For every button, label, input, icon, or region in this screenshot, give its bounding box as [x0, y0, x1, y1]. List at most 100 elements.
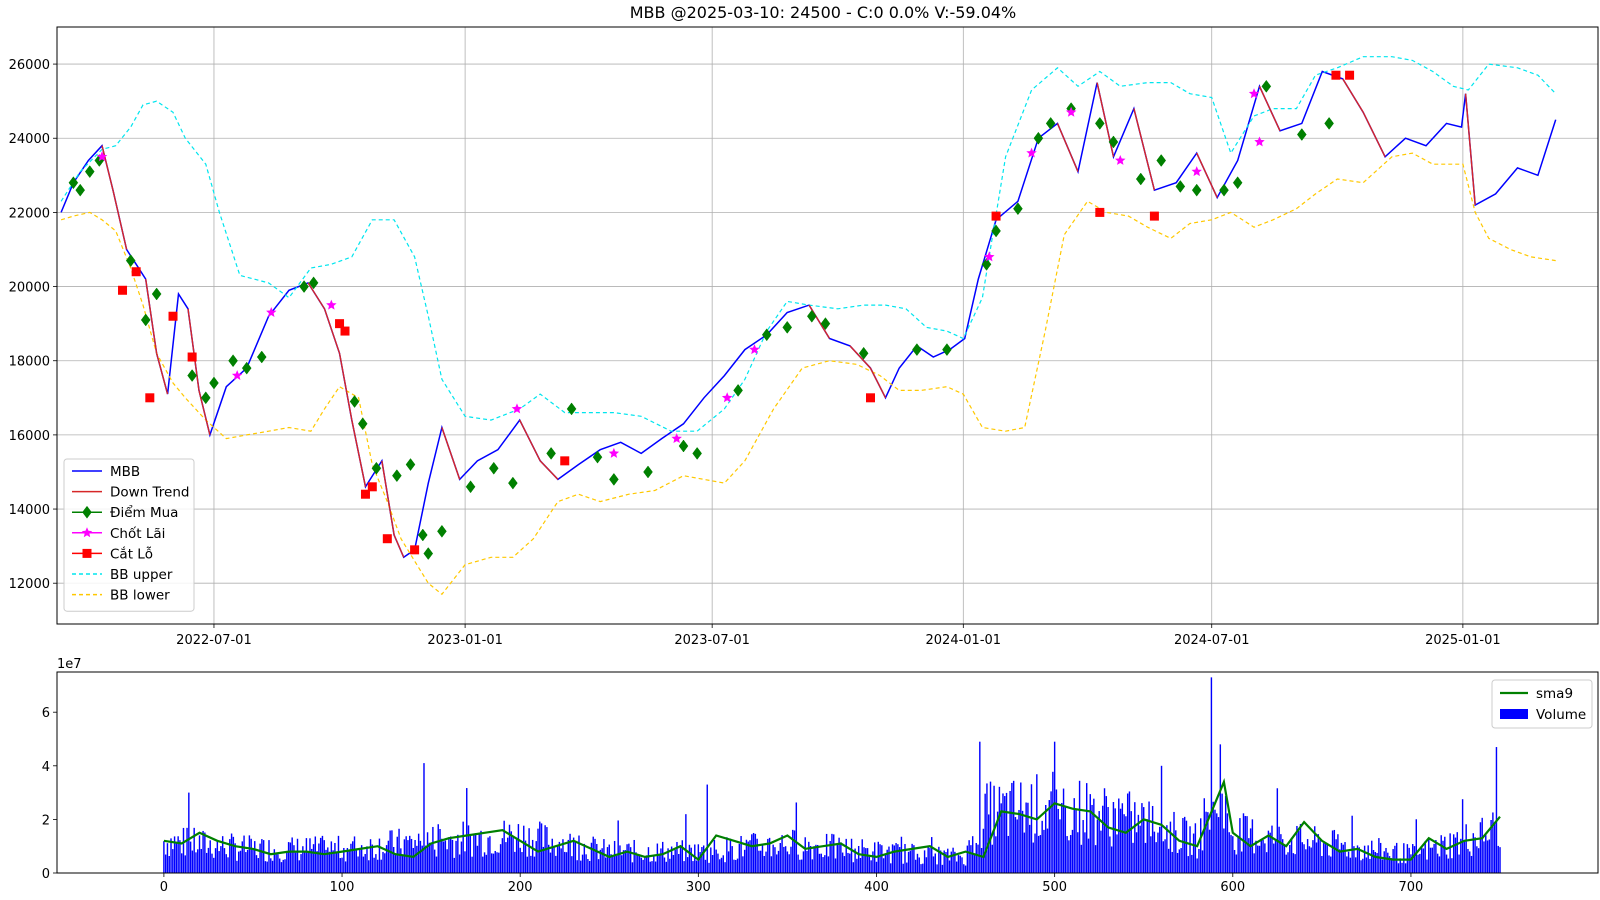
y-tick-label: 14000: [9, 503, 50, 518]
volume-bar: [254, 841, 256, 873]
volume-bar: [1159, 826, 1161, 873]
volume-bar: [986, 783, 988, 873]
volume-bar: [1016, 819, 1018, 873]
volume-bar: [293, 845, 295, 873]
cat-lo-marker: [1095, 207, 1105, 217]
volume-bar: [343, 847, 345, 873]
volume-bar: [182, 827, 185, 873]
diem-mua-marker: [1261, 79, 1272, 93]
volume-bar: [501, 838, 504, 873]
volume-bar: [373, 857, 375, 873]
chart-title: MBB @2025-03-10: 24500 - C:0 0.0% V:-59.…: [630, 3, 1017, 22]
volume-bar: [1059, 819, 1061, 873]
volume-bar: [701, 847, 703, 873]
volume-bar: [1194, 823, 1197, 873]
volume-bar: [756, 838, 758, 873]
volume-bar: [690, 847, 692, 873]
volume-bar: [811, 859, 814, 873]
diem-mua-marker: [1219, 183, 1229, 197]
volume-bar: [462, 821, 464, 873]
volume-bar: [1344, 842, 1346, 873]
volume-bar: [859, 857, 862, 873]
down-trend-segment: [1133, 108, 1156, 191]
volume-bar: [482, 856, 484, 873]
volume-bar: [1355, 857, 1357, 873]
down-trend-segment: [155, 353, 169, 395]
volume-bar: [731, 846, 733, 873]
volume-bar: [569, 833, 571, 873]
volume-bar: [1445, 854, 1448, 873]
volume-bar: [961, 857, 963, 873]
volume-bar: [168, 856, 170, 873]
volume-bar: [738, 843, 741, 873]
volume-bar: [1335, 839, 1337, 873]
volume-bar: [485, 854, 488, 873]
diem-mua-marker: [209, 376, 219, 390]
volume-bar: [1143, 807, 1145, 873]
volume-bar: [1451, 858, 1453, 873]
volume-bar: [1363, 845, 1366, 873]
volume-bar: [863, 847, 865, 873]
legend-swatch-marker: [81, 527, 93, 538]
volume-bar: [599, 849, 602, 873]
volume-bar: [617, 820, 619, 873]
volume-bar: [1397, 863, 1400, 873]
volume-bar: [220, 846, 222, 873]
volume-bar: [1116, 834, 1118, 873]
volume-bar: [369, 839, 372, 873]
volume-bar: [278, 858, 281, 873]
volume-bar: [742, 856, 744, 873]
x-tick-label: 100: [330, 880, 355, 895]
legend-label-bb-upper: BB upper: [110, 567, 173, 583]
volume-bar: [1216, 813, 1218, 873]
volume-bar: [815, 844, 817, 873]
volume-bar: [1175, 830, 1177, 873]
diem-mua-marker: [437, 524, 447, 538]
down-trend-segment: [1056, 123, 1079, 172]
volume-bar: [1157, 832, 1159, 873]
volume-bar: [549, 852, 552, 873]
volume-bar: [1020, 782, 1022, 873]
down-trend-segment: [187, 308, 200, 391]
diem-mua-marker: [1094, 116, 1105, 130]
volume-bar: [419, 840, 422, 873]
volume-bar: [1483, 841, 1485, 873]
volume-bar: [1429, 847, 1432, 873]
volume-bar: [670, 846, 673, 873]
volume-bar: [931, 837, 933, 873]
volume-bar: [398, 828, 400, 873]
diem-mua-marker: [488, 461, 499, 475]
x-tick-label: 400: [864, 880, 889, 895]
volume-bar: [572, 837, 575, 873]
volume-bar: [922, 863, 924, 873]
volume-bar: [1023, 832, 1026, 873]
volume-bar: [1476, 846, 1478, 873]
diem-mua-marker: [357, 417, 368, 431]
volume-bar: [1226, 813, 1229, 873]
volume-bar: [1321, 855, 1323, 873]
volume-bar: [1085, 783, 1088, 873]
volume-bar: [1331, 830, 1334, 873]
legend-label-chot-lai: Chốt Lãi: [110, 525, 165, 542]
volume-bar: [473, 833, 475, 873]
cat-lo-marker: [1345, 70, 1355, 80]
volume-bar: [1463, 840, 1466, 873]
volume-bar: [1481, 817, 1483, 873]
volume-bar: [170, 838, 172, 873]
volume-bar: [517, 824, 520, 873]
volume-bar: [207, 847, 210, 873]
volume-bar: [695, 860, 698, 873]
volume-bar: [681, 840, 684, 873]
volume-bar: [1118, 798, 1120, 873]
volume-bar: [713, 840, 716, 873]
volume-bar: [1075, 808, 1077, 873]
volume-bar: [1454, 837, 1457, 873]
volume-bar: [1415, 819, 1417, 873]
volume-bar: [348, 851, 350, 873]
diem-mua-marker: [200, 391, 211, 405]
chot-lai-marker: [1065, 106, 1077, 117]
volume-bar: [777, 850, 780, 873]
volume-bar: [1102, 805, 1104, 873]
cat-lo-marker: [131, 267, 141, 277]
volume-bar: [221, 836, 224, 873]
